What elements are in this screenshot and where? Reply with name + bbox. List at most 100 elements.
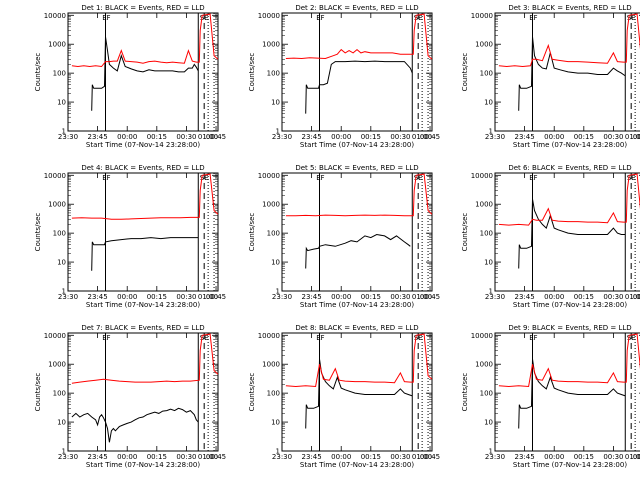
chart-panel-det-8: Det 8: BLACK = Events, RED = LLD 1 10 100 10… <box>248 324 440 469</box>
x-tick-label: 23:30 <box>58 453 78 461</box>
x-tick-label: 00:45 <box>420 133 440 141</box>
segment-label: SE <box>200 174 209 182</box>
y-tick-label: 100 <box>267 230 280 238</box>
plot-frame <box>494 172 640 292</box>
chart-panel-det-4: Det 4: BLACK = Events, RED = LLD 1 10 100 10… <box>34 164 226 309</box>
x-tick-label: 23:45 <box>88 453 108 461</box>
y-tick-label: 10 <box>271 99 280 107</box>
segment-label: E <box>316 334 320 342</box>
y-axis-label: Counts/sec <box>248 53 256 92</box>
x-tick-label: 23:30 <box>58 133 78 141</box>
chart-panel-det-6: Det 6: BLACK = Events, RED = LLD 1 10 100 10… <box>461 164 640 309</box>
x-tick-label: 23:45 <box>302 133 322 141</box>
x-tick-label: 00:30 <box>603 133 623 141</box>
x-tick-label: 23:45 <box>302 453 322 461</box>
x-tick-label: 00:00 <box>544 293 564 301</box>
chart-title: Det 6: BLACK = Events, RED = LLD <box>508 164 631 172</box>
segment-label: E <box>529 334 533 342</box>
series-line-events <box>518 36 626 111</box>
y-tick-label: 10 <box>57 419 66 427</box>
x-tick-label: 00:45 <box>633 293 640 301</box>
y-axis-label: Counts/sec <box>248 213 256 252</box>
series-line-lld <box>285 333 432 388</box>
y-tick-label: 10000 <box>471 332 493 340</box>
segment-label: F <box>106 14 110 22</box>
x-tick-label: 23:45 <box>515 453 535 461</box>
chart-title: Det 5: BLACK = Events, RED = LLD <box>295 164 418 172</box>
y-tick-label: 100 <box>480 230 493 238</box>
chart-panel-det-9: Det 9: BLACK = Events, RED = LLD 1 10 100 10… <box>461 324 640 469</box>
plot-frame <box>281 12 433 132</box>
y-tick-label: 1 <box>489 128 493 136</box>
chart-panel-det-7: Det 7: BLACK = Events, RED = LLD 1 10 100 10… <box>34 324 226 469</box>
x-tick-label: 23:45 <box>515 293 535 301</box>
y-tick-label: 1000 <box>475 41 493 49</box>
x-tick-label: 01:00 <box>412 293 432 301</box>
x-tick-label: 01:00 <box>198 133 218 141</box>
y-tick-label: 100 <box>267 70 280 78</box>
x-tick-label: 00:45 <box>633 453 640 461</box>
series-line-lld <box>71 173 218 220</box>
x-tick-label: 00:15 <box>574 293 594 301</box>
series-line-lld <box>71 333 218 384</box>
series-line-lld <box>71 13 218 68</box>
x-tick-label: 23:30 <box>272 453 292 461</box>
x-tick-label: 23:30 <box>485 133 505 141</box>
plot-frame <box>494 332 640 452</box>
x-tick-label: 00:00 <box>544 133 564 141</box>
y-tick-label: 1000 <box>262 361 280 369</box>
x-tick-label: 00:30 <box>390 133 410 141</box>
y-tick-label: 1000 <box>48 361 66 369</box>
y-tick-label: 1 <box>62 448 66 456</box>
y-tick-label: 1 <box>276 128 280 136</box>
x-tick-label: 00:45 <box>206 133 226 141</box>
chart-panel-det-5: Det 5: BLACK = Events, RED = LLD 1 10 100 10… <box>248 164 440 309</box>
y-tick-label: 10000 <box>44 172 66 180</box>
y-axis-label: Counts/sec <box>461 53 469 92</box>
chart-panel-det-3: Det 3: BLACK = Events, RED = LLD 1 10 100 10… <box>461 4 640 149</box>
series-line-lld <box>285 13 432 60</box>
segment-label: F <box>320 174 324 182</box>
x-tick-label: 00:30 <box>603 293 623 301</box>
series-line-lld <box>498 13 640 68</box>
x-axis-label: Start Time (07-Nov-14 23:28:00) <box>86 461 200 469</box>
segment-label: F <box>106 174 110 182</box>
y-tick-label: 1 <box>489 288 493 296</box>
x-axis-label: Start Time (07-Nov-14 23:28:00) <box>513 141 627 149</box>
series-line-events <box>518 199 626 269</box>
plot-frame <box>281 172 433 292</box>
x-tick-label: 00:45 <box>420 453 440 461</box>
chart-title: Det 1: BLACK = Events, RED = LLD <box>81 4 204 12</box>
y-tick-label: 10 <box>271 419 280 427</box>
y-tick-label: 100 <box>267 390 280 398</box>
x-axis-label: Start Time (07-Nov-14 23:28:00) <box>300 141 414 149</box>
x-tick-label: 01:00 <box>625 293 640 301</box>
y-axis-label: Counts/sec <box>34 373 42 412</box>
x-axis-label: Start Time (07-Nov-14 23:28:00) <box>300 461 414 469</box>
y-tick-label: 10000 <box>471 12 493 20</box>
plot-frame <box>67 172 219 292</box>
y-tick-label: 10 <box>271 259 280 267</box>
series-line-events <box>91 36 199 111</box>
x-tick-label: 23:30 <box>485 453 505 461</box>
y-axis-label: Counts/sec <box>461 213 469 252</box>
segment-label: E <box>102 334 106 342</box>
segment-label: SE <box>414 334 423 342</box>
x-axis-label: Start Time (07-Nov-14 23:28:00) <box>86 301 200 309</box>
y-tick-label: 1000 <box>475 201 493 209</box>
x-tick-label: 00:30 <box>176 453 196 461</box>
y-tick-label: 10000 <box>258 12 280 20</box>
x-tick-label: 23:45 <box>88 133 108 141</box>
y-tick-label: 10000 <box>471 172 493 180</box>
series-line-events <box>91 237 199 271</box>
series-line-lld <box>498 173 640 226</box>
x-tick-label: 00:15 <box>574 453 594 461</box>
y-tick-label: 1000 <box>48 41 66 49</box>
segment-label: E <box>316 14 320 22</box>
x-tick-label: 01:00 <box>198 293 218 301</box>
y-tick-label: 1 <box>62 128 66 136</box>
y-tick-label: 1 <box>489 448 493 456</box>
x-tick-label: 00:30 <box>390 293 410 301</box>
series-line-events <box>71 407 199 443</box>
